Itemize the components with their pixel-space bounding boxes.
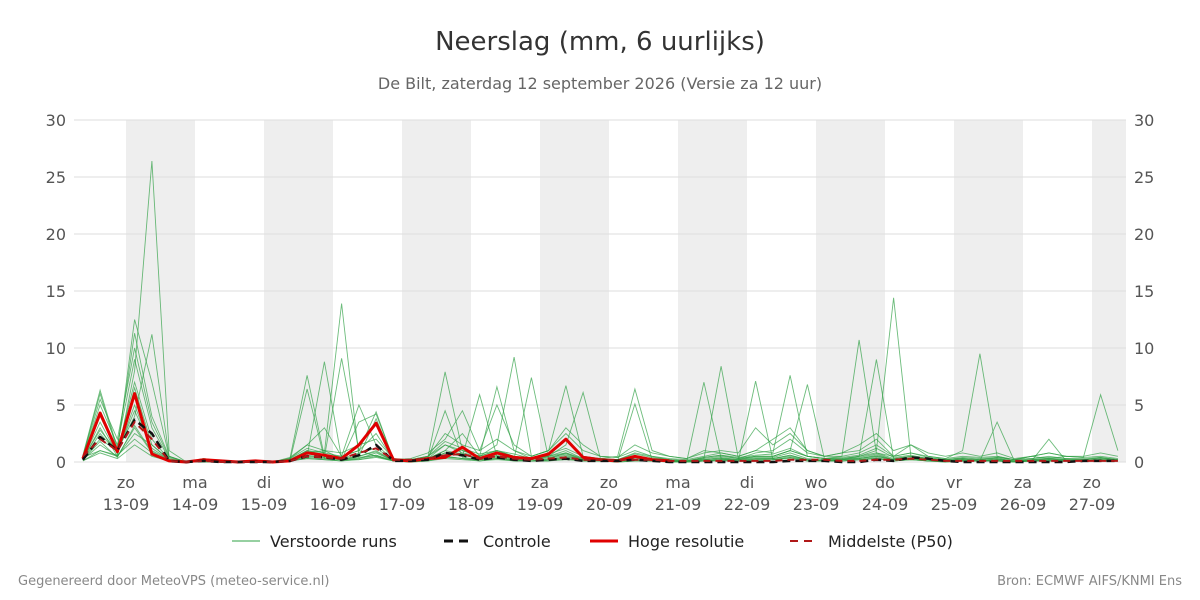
x-tick-day-14-09: ma [182,473,207,492]
y-tick-right-20: 20 [1134,225,1154,244]
x-tick-day-26-09: za [1014,473,1032,492]
y-tick-left-20: 20 [46,225,66,244]
x-tick-day-20-09: zo [600,473,618,492]
y-tick-left-0: 0 [56,453,66,472]
legend-label-median: Middelste (P50) [828,532,953,551]
x-tick-date-14-09: 14-09 [172,495,219,514]
x-tick-date-17-09: 17-09 [379,495,426,514]
x-tick-day-17-09: do [392,473,412,492]
x-tick-day-24-09: do [875,473,895,492]
x-tick-date-20-09: 20-09 [586,495,633,514]
y-tick-right-25: 25 [1134,168,1154,187]
series-line-hoge-resolutie [81,392,670,464]
x-tick-date-21-09: 21-09 [655,495,702,514]
x-tick-day-22-09: di [740,473,755,492]
x-tick-day-21-09: ma [665,473,690,492]
y-tick-left-15: 15 [46,282,66,301]
x-tick-day-18-09: vr [463,473,479,492]
x-tick-date-22-09: 22-09 [724,495,771,514]
series-line-middelste-p50 [82,421,1118,463]
x-tick-day-15-09: di [257,473,272,492]
x-tick-day-13-09: zo [117,473,135,492]
x-axis-ticks: zo 13-09 ma 14-09 di 15-09 wo 16-09 do 17-09 vr 18-… [103,473,1116,514]
y-tick-right-15: 15 [1134,282,1154,301]
x-tick-date-23-09: 23-09 [793,495,840,514]
y-tick-left-30: 30 [46,111,66,130]
footer-source: Bron: ECMWF AIFS/KNMI Ens [997,574,1182,589]
legend-label-hires: Hoge resolutie [628,532,744,551]
y-tick-right-0: 0 [1134,453,1144,472]
x-tick-date-13-09: 13-09 [103,495,150,514]
chart-subtitle: De Bilt, zaterdag 12 september 2026 (Ver… [378,74,822,93]
x-tick-day-27-09: zo [1083,473,1101,492]
x-tick-date-19-09: 19-09 [517,495,564,514]
legend-label-ensemble: Verstoorde runs [270,532,397,551]
x-tick-date-24-09: 24-09 [862,495,909,514]
footer-generator: Gegenereerd door MeteoVPS (meteo-service… [18,574,329,589]
x-tick-date-27-09: 27-09 [1069,495,1116,514]
x-tick-date-16-09: 16-09 [310,495,357,514]
legend: Verstoorde runs Controle Hoge resolutie … [232,532,953,551]
y-axis-ticks: 0 0 5 5 10 10 15 15 20 20 25 25 30 30 [46,111,1155,472]
x-tick-day-23-09: wo [805,473,828,492]
x-tick-day-19-09: za [531,473,549,492]
chart-title: Neerslag (mm, 6 uurlijks) [435,27,765,57]
y-tick-left-25: 25 [46,168,66,187]
y-tick-right-5: 5 [1134,396,1144,415]
x-tick-date-26-09: 26-09 [1000,495,1047,514]
y-tick-right-30: 30 [1134,111,1154,130]
x-tick-day-25-09: vr [946,473,962,492]
y-tick-left-10: 10 [46,339,66,358]
main-series-lines [81,392,1118,464]
y-tick-right-10: 10 [1134,339,1154,358]
y-tick-left-5: 5 [56,396,66,415]
x-tick-date-15-09: 15-09 [241,495,288,514]
x-tick-date-18-09: 18-09 [448,495,495,514]
legend-label-control: Controle [483,532,551,551]
x-tick-date-25-09: 25-09 [931,495,978,514]
x-tick-day-16-09: wo [322,473,345,492]
